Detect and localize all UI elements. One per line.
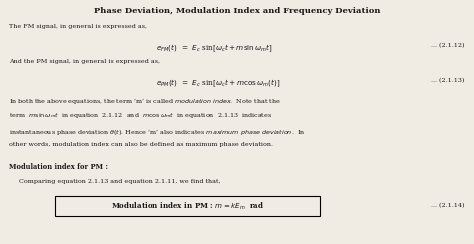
Text: term  $m\sin\omega_m t$  in equation  2.1.12  and  $m\cos\omega_m t$  in equatio: term $m\sin\omega_m t$ in equation 2.1.1… (9, 111, 273, 120)
FancyBboxPatch shape (55, 196, 320, 216)
Text: Phase Deviation, Modulation Index and Frequency Deviation: Phase Deviation, Modulation Index and Fr… (94, 7, 380, 15)
Text: ... (2.1.13): ... (2.1.13) (431, 78, 465, 83)
Text: Comparing equation 2.1.13 and equation 2.1.11, we find that,: Comparing equation 2.1.13 and equation 2… (19, 179, 220, 184)
Text: $e_{FM}(t)$  =  $E_c$ sin$[\omega_c t + m\sin\omega_m t]$: $e_{FM}(t)$ = $E_c$ sin$[\omega_c t + m\… (156, 43, 273, 54)
Text: ... (2.1.14): ... (2.1.14) (431, 203, 465, 209)
Text: $e_{PM}(t)$  =  $E_c$ sin$[\omega_c t + m\cos\omega_m(t)]$: $e_{PM}(t)$ = $E_c$ sin$[\omega_c t + m\… (156, 78, 281, 89)
Text: The FM signal, in general is expressed as,: The FM signal, in general is expressed a… (9, 24, 147, 29)
Text: instantaneous phase deviation $\theta(t)$. Hence ‘m’ also indicates $\it{maximum: instantaneous phase deviation $\theta(t)… (9, 127, 306, 137)
Text: other words, modulation index can also be defined as maximum phase deviation.: other words, modulation index can also b… (9, 142, 273, 147)
Text: Modulation index in PM : $m = kE_m$  rad: Modulation index in PM : $m = kE_m$ rad (110, 200, 264, 212)
Text: And the PM signal, in general is expressed as,: And the PM signal, in general is express… (9, 59, 161, 64)
Text: Modulation index for PM :: Modulation index for PM : (9, 163, 109, 172)
Text: ... (2.1.12): ... (2.1.12) (431, 43, 465, 48)
Text: In both the above equations, the term ‘m’ is called $\it{modulation\ index}$.  N: In both the above equations, the term ‘m… (9, 96, 282, 106)
